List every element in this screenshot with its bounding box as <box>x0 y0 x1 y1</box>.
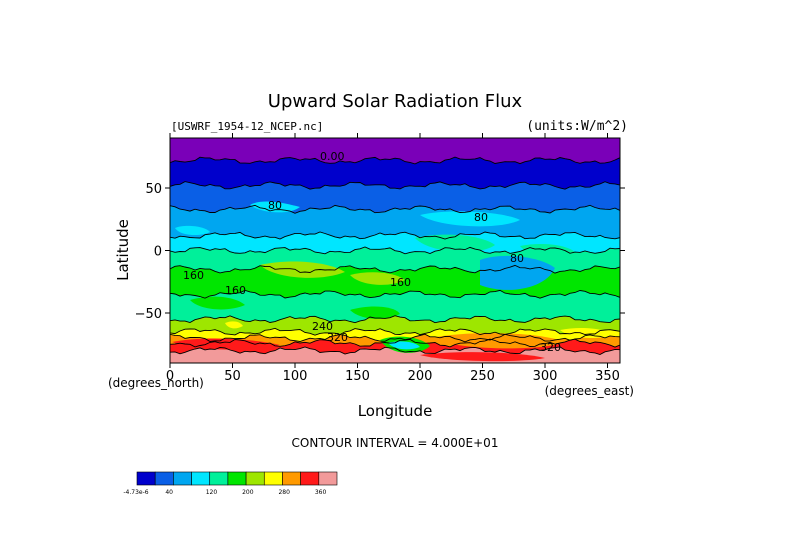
patch <box>250 201 300 213</box>
contour-label: 320 <box>327 331 348 344</box>
x-tick-label: 50 <box>224 369 241 384</box>
colorbar-label: 200 <box>242 489 254 496</box>
contour-line <box>170 289 620 299</box>
colorbar-swatch <box>245 471 265 486</box>
y-axis-label: Latitude <box>114 219 132 281</box>
chart-title: Upward Solar Radiation Flux <box>268 91 523 112</box>
contour-label: 160 <box>183 269 204 282</box>
patch <box>260 261 345 278</box>
patch <box>420 352 545 362</box>
x-tick-label: 0 <box>166 369 174 384</box>
colorbar: -4.73e-6 40 120 200 280 360 <box>123 471 338 496</box>
patch <box>480 255 555 290</box>
units-label: (units:W/m^2) <box>526 119 628 134</box>
colorbar-label: -4.73e-6 <box>123 489 148 496</box>
colorbar-swatch <box>300 471 320 486</box>
x-axis: 0 50 100 150 200 250 300 350 <box>166 133 620 384</box>
y-tick-label: 50 <box>145 182 162 197</box>
contour-lines <box>170 156 620 355</box>
colorbar-label: 280 <box>278 489 290 496</box>
x-tick-label: 100 <box>283 369 308 384</box>
colorbar-swatch <box>263 471 283 486</box>
colorbar-swatch <box>173 471 192 486</box>
contour-line <box>170 346 620 355</box>
patch <box>225 321 243 329</box>
contour-line <box>170 327 620 336</box>
colorbar-swatch <box>191 471 211 486</box>
contour-line <box>170 333 620 343</box>
contour-line <box>170 264 620 274</box>
contour-line <box>170 246 620 255</box>
contour-line <box>170 315 620 324</box>
colorbar-swatch <box>209 471 229 486</box>
patch <box>388 341 420 350</box>
contour-line <box>170 231 620 240</box>
x-tick-label: 250 <box>470 369 495 384</box>
x-tick-label: 150 <box>345 369 370 384</box>
x-tick-label: 350 <box>595 369 620 384</box>
y-tick-label: 0 <box>154 245 162 260</box>
colorbar-swatch <box>282 471 301 486</box>
y-unit-label: (degrees_north) <box>108 376 204 390</box>
contour-line <box>170 181 620 190</box>
contour-interval-text: CONTOUR INTERVAL = 4.000E+01 <box>292 436 499 450</box>
contour-line <box>170 338 620 348</box>
colorbar-label: 120 <box>206 489 218 496</box>
contour-label: 80 <box>510 252 524 265</box>
x-tick-label: 200 <box>408 369 433 384</box>
colorbar-swatch <box>227 471 247 486</box>
patch <box>350 306 400 319</box>
contour-label: 240 <box>312 320 333 333</box>
contour-label: 320 <box>540 341 561 354</box>
patch <box>175 225 210 236</box>
patch <box>560 327 612 338</box>
contour-line <box>170 204 620 214</box>
file-label: [USWRF_1954-12_NCEP.nc] <box>171 120 323 133</box>
colorbar-label: 360 <box>315 489 327 496</box>
colorbar-label: 40 <box>165 489 173 496</box>
contour-label: 160 <box>390 276 411 289</box>
x-unit-label: (degrees_east) <box>545 384 634 398</box>
contour-label: 80 <box>474 211 488 224</box>
contour-label: 160 <box>225 284 246 297</box>
y-tick-label: −50 <box>135 307 162 322</box>
patch <box>420 211 520 227</box>
contour-line <box>170 156 620 165</box>
x-tick-label: 300 <box>533 369 558 384</box>
patch <box>350 272 405 285</box>
contour-label: 0.00 <box>320 150 345 163</box>
colorbar-swatch <box>154 471 174 486</box>
patch <box>172 338 280 350</box>
y-axis: 50 0 −50 <box>135 182 625 322</box>
x-axis-label: Longitude <box>358 402 433 420</box>
patch <box>520 244 575 258</box>
patch <box>415 234 495 252</box>
field-patches <box>172 201 612 362</box>
contour-label: 80 <box>268 199 282 212</box>
colorbar-swatch <box>136 471 156 486</box>
patch <box>430 333 565 349</box>
colorbar-swatch <box>318 471 338 486</box>
patch <box>190 296 245 310</box>
